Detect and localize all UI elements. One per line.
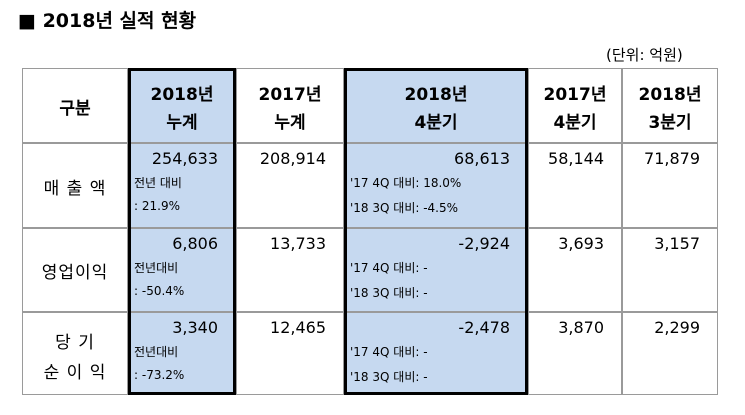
table-cell <box>344 228 528 312</box>
cell-note: : 21.9% <box>134 199 180 213</box>
cell-note: 전년대비 <box>134 345 179 359</box>
cell-value: 208,914 <box>259 149 326 168</box>
row-label: 당 기 <box>55 332 95 353</box>
table-cell <box>528 228 622 312</box>
cell-value: 3,870 <box>558 318 604 337</box>
header-text: 누계 <box>166 112 198 133</box>
header-cell <box>22 68 128 143</box>
doc-title: ■ 2018년 실적 현황 <box>18 10 197 32</box>
table-cell <box>22 312 128 395</box>
cell-value: 71,879 <box>644 149 700 168</box>
cell-value: 13,733 <box>270 234 326 253</box>
header-text: 3분기 <box>648 112 692 133</box>
cell-value: -2,478 <box>458 318 510 337</box>
header-text: 2018년 <box>150 84 214 105</box>
table-cell <box>22 228 128 312</box>
row-label: 매 출 액 <box>43 178 107 199</box>
table-cell <box>622 228 718 312</box>
table-cell <box>528 143 622 228</box>
cell-note: : -50.4% <box>134 284 185 298</box>
table-cell <box>22 143 128 228</box>
cell-value: 3,693 <box>558 234 604 253</box>
header-cell <box>528 68 622 143</box>
table-cell <box>622 312 718 395</box>
cell-note: : -73.2% <box>134 368 185 382</box>
header-text: 구분 <box>59 98 91 119</box>
cell-value: 58,144 <box>548 149 604 168</box>
cell-value: -2,924 <box>458 234 510 253</box>
cell-value: 6,806 <box>172 234 218 253</box>
table-cell <box>528 312 622 395</box>
cell-value: 254,633 <box>151 149 218 168</box>
header-text: 누계 <box>274 112 306 133</box>
cell-note: '17 4Q 대비: - <box>350 261 428 275</box>
header-text: 2018년 <box>638 84 702 105</box>
cell-note: 전년대비 <box>134 261 179 275</box>
header-text: 4분기 <box>414 112 458 133</box>
cell-note: 전년 대비 <box>134 176 182 190</box>
cell-note: '17 4Q 대비: 18.0% <box>350 176 462 190</box>
cell-value: 3,157 <box>654 234 700 253</box>
table-cell <box>344 312 528 395</box>
unit-note: (단위: 억원) <box>606 46 683 64</box>
cell-note: '18 3Q 대비: - <box>350 286 428 300</box>
header-cell <box>622 68 718 143</box>
row-label: 순 이 익 <box>43 362 107 383</box>
header-text: 2018년 <box>404 84 468 105</box>
cell-note: '18 3Q 대비: -4.5% <box>350 201 459 215</box>
cell-value: 2,299 <box>654 318 700 337</box>
cell-value: 68,613 <box>454 149 510 168</box>
table-cell <box>236 143 344 228</box>
table-cell <box>236 228 344 312</box>
header-text: 2017년 <box>543 84 607 105</box>
cell-note: '18 3Q 대비: - <box>350 370 428 384</box>
cell-value: 12,465 <box>270 318 326 337</box>
cell-note: '17 4Q 대비: - <box>350 345 428 359</box>
cell-value: 3,340 <box>172 318 218 337</box>
table-cell <box>622 143 718 228</box>
table-cell <box>128 143 236 228</box>
row-label: 영업이익 <box>41 263 109 283</box>
table-cell <box>236 312 344 395</box>
header-text: 4분기 <box>553 112 597 133</box>
header-text: 2017년 <box>258 84 322 105</box>
header-cell <box>236 68 344 143</box>
